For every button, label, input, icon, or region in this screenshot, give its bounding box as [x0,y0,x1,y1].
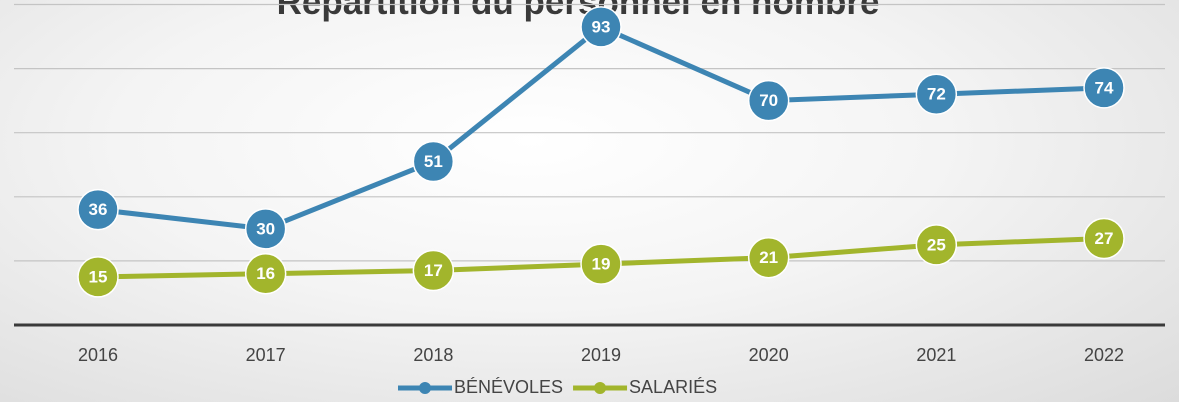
data-label: 16 [256,264,275,283]
data-label: 27 [1095,229,1114,248]
data-point [747,236,790,279]
data-label: 70 [759,91,778,110]
legend-label: SALARIÉS [629,377,717,397]
data-label: 19 [592,255,611,274]
x-tick-label: 2018 [413,345,453,365]
data-label: 93 [592,17,611,36]
chart-title: Répartition du personnel en nombre [277,0,880,22]
x-tick-label: 2021 [916,345,956,365]
data-label: 74 [1095,78,1114,97]
legend-marker [594,382,607,394]
x-tick-label: 2022 [1084,345,1124,365]
data-point [747,79,790,122]
data-point [580,243,622,285]
data-point [1083,67,1125,109]
series-line [97,24,1105,232]
legend-marker [419,382,431,394]
data-point [77,188,119,231]
data-point [915,224,958,266]
data-label: 72 [927,85,946,104]
x-tick-label: 2019 [581,345,621,365]
data-label: 30 [256,219,275,238]
data-label: 17 [424,261,443,280]
data-point [412,249,455,292]
x-tick-label: 2016 [78,345,118,365]
data-point [244,208,287,250]
data-point [412,140,455,183]
data-point [915,73,958,115]
data-point [77,256,119,298]
data-point [580,6,622,48]
x-tick-label: 2020 [749,345,789,365]
data-label: 15 [89,267,108,286]
data-point [244,252,287,295]
data-label: 36 [89,200,108,219]
x-tick-label: 2017 [246,345,286,365]
data-label: 51 [424,152,443,171]
data-point [1083,217,1125,260]
data-label: 21 [759,248,778,267]
data-label: 25 [927,235,946,254]
legend-label: BÉNÉVOLES [454,377,563,397]
